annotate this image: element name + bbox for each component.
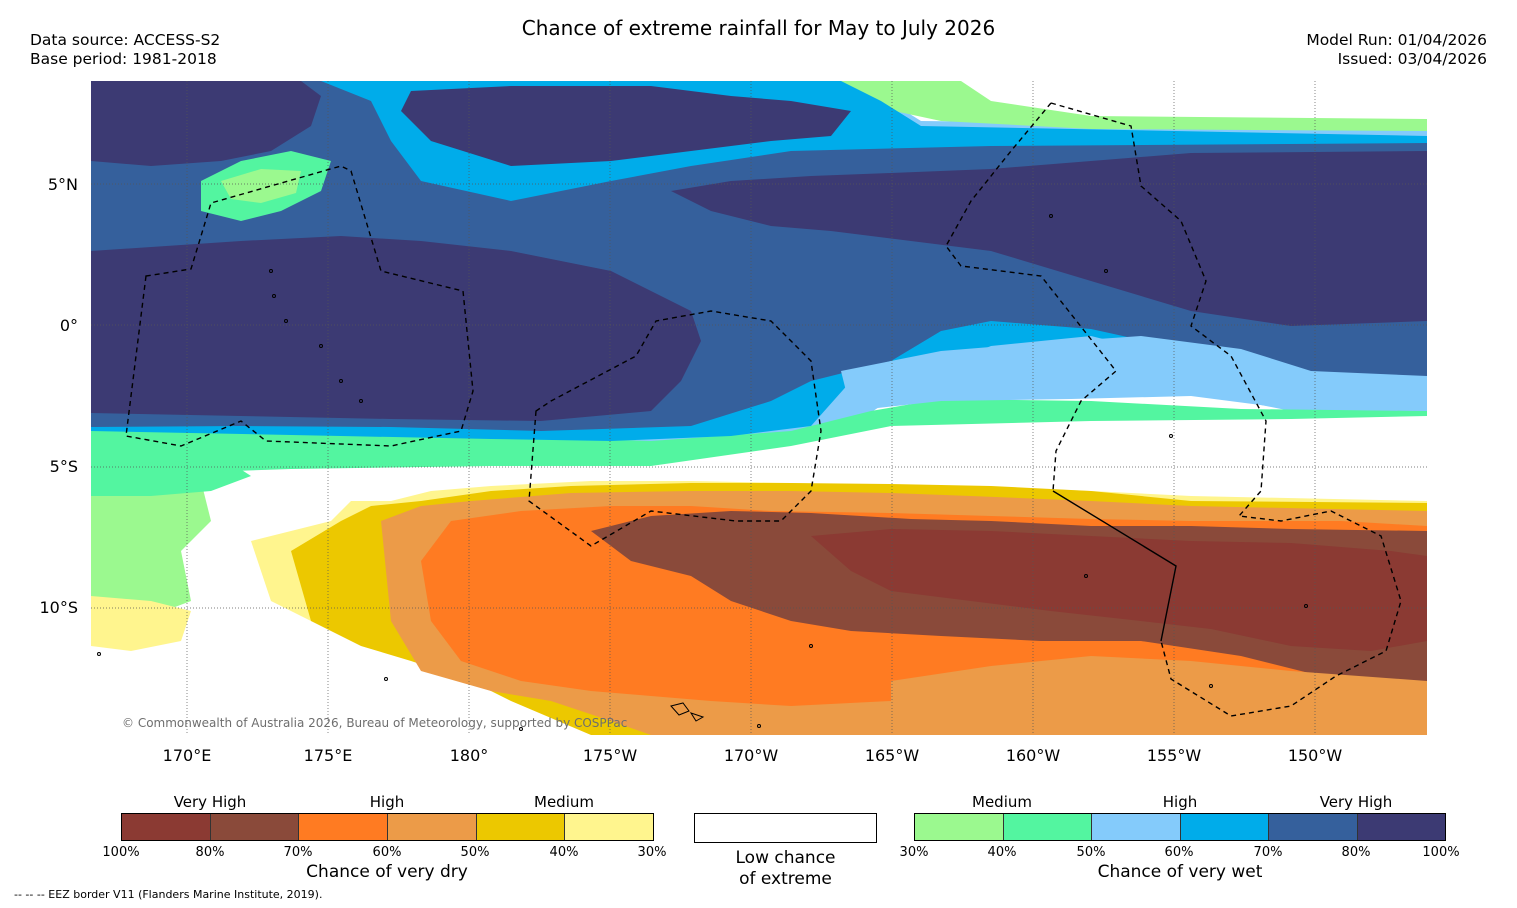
- graticule: [91, 81, 1427, 735]
- wet-high-label: High: [1162, 793, 1198, 811]
- wet-swatch-6: [1357, 814, 1445, 840]
- wet-tick: 60%: [1164, 845, 1194, 860]
- lon-label-155w: 155°W: [1146, 746, 1202, 765]
- wet-swatch-1: [915, 814, 1004, 840]
- dry-swatch-6: [565, 814, 654, 840]
- dry-tick: 40%: [549, 845, 579, 860]
- dry-tick: 80%: [195, 845, 225, 860]
- wet-80-100-west: [91, 236, 701, 421]
- wet-swatch-3: [1092, 814, 1181, 840]
- dry-swatch-5: [476, 814, 566, 840]
- lon-label-170w: 170°W: [723, 746, 779, 765]
- meta-left: Data source: ACCESS-S2 Base period: 1981…: [30, 31, 220, 69]
- dry-medium-label: Medium: [534, 793, 594, 811]
- lat-label-5n: 5°N: [47, 175, 78, 194]
- wet-swatch-2: [1003, 814, 1092, 840]
- wet-tick: 30%: [899, 845, 929, 860]
- dry-colorbar: [121, 813, 654, 841]
- base-period: Base period: 1981-2018: [30, 50, 217, 68]
- wet-30-40-south: [91, 473, 211, 616]
- lon-label-175e: 175°E: [303, 746, 353, 765]
- dry-high-label: High: [369, 793, 405, 811]
- dry-tick: 100%: [102, 845, 140, 860]
- dry-caption: Chance of very dry: [306, 862, 468, 882]
- wet-40-50-region: [91, 399, 1427, 476]
- lon-label-180: 180°: [449, 746, 489, 765]
- wet-tick: 100%: [1422, 845, 1460, 860]
- low-chance-swatch: [694, 813, 877, 843]
- wet-50-60-pocket: [841, 336, 1427, 411]
- dry-swatch-1: [122, 814, 211, 840]
- wet-tick: 40%: [987, 845, 1017, 860]
- lon-label-175w: 175°W: [582, 746, 638, 765]
- data-source: Data source: ACCESS-S2: [30, 31, 221, 49]
- dry-tick: 50%: [460, 845, 490, 860]
- lon-label-160w: 160°W: [1005, 746, 1061, 765]
- boundary-line: [1052, 490, 1177, 642]
- islands: [97, 214, 1308, 731]
- dry-100-90-region: [811, 529, 1427, 651]
- wet-very-high-label: Very High: [1319, 793, 1393, 811]
- lat-label-0: 0°: [59, 316, 78, 335]
- dry-very-high-label: Very High: [173, 793, 247, 811]
- wet-40-50-south: [91, 461, 251, 496]
- low-chance-line2: of extreme: [739, 869, 832, 889]
- wet-80-100-east: [671, 151, 1427, 326]
- dry-swatch-3: [299, 814, 389, 840]
- map-title: Chance of extreme rainfall for May to Ju…: [521, 16, 996, 40]
- wet-caption: Chance of very wet: [1097, 862, 1263, 882]
- wet-tick: 80%: [1341, 845, 1371, 860]
- wet-80-100-north2: [401, 86, 851, 166]
- dry-tick: 30%: [637, 845, 667, 860]
- meta-right: Model Run: 01/04/2026 Issued: 03/04/2026: [1306, 31, 1487, 69]
- lat-label-10s: 10°S: [39, 598, 78, 617]
- lat-label-5s: 5°S: [49, 457, 78, 476]
- dry-tick: 60%: [372, 845, 402, 860]
- rainfall-map: [91, 81, 1427, 735]
- wet-colorbar: [914, 813, 1446, 841]
- wet-medium-label: Medium: [972, 793, 1032, 811]
- lon-label-150w: 150°W: [1287, 746, 1343, 765]
- wet-swatch-5: [1269, 814, 1358, 840]
- dry-60-50-south: [891, 656, 1427, 735]
- dry-swatch-2: [210, 814, 300, 840]
- wet-tick: 50%: [1076, 845, 1106, 860]
- low-chance-caption: Low chance of extreme: [694, 848, 877, 890]
- wet-tick: 70%: [1253, 845, 1283, 860]
- lon-label-170e: 170°E: [162, 746, 212, 765]
- eez-footnote: -- -- -- EEZ border V11 (Flanders Marine…: [14, 888, 323, 901]
- lon-label-165w: 165°W: [864, 746, 920, 765]
- dry-40-30-sw: [91, 596, 191, 651]
- wet-30-40-region: [91, 81, 1427, 131]
- model-run: Model Run: 01/04/2026: [1306, 31, 1487, 49]
- issued-date: Issued: 03/04/2026: [1337, 50, 1487, 68]
- wet-swatch-4: [1180, 814, 1269, 840]
- dry-swatch-4: [388, 814, 477, 840]
- low-chance-line1: Low chance: [735, 848, 836, 868]
- dry-tick: 70%: [283, 845, 313, 860]
- copyright-notice: © Commonwealth of Australia 2026, Bureau…: [122, 716, 628, 730]
- wet-80-100-north: [91, 81, 321, 166]
- eez-borders: [125, 102, 1402, 717]
